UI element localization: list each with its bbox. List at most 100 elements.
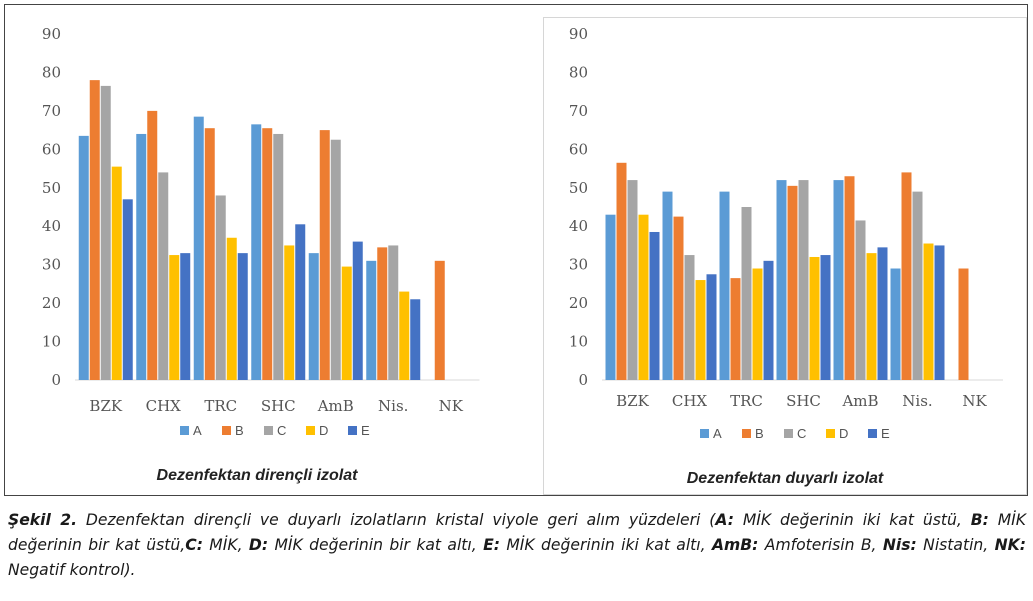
bar-c xyxy=(798,180,809,380)
caption-text: MİK değerinin iki kat altı, xyxy=(499,536,712,554)
y-tick-label: 70 xyxy=(42,102,61,120)
y-tick-label: 40 xyxy=(569,217,588,235)
bar-b xyxy=(730,278,741,380)
y-tick-label: 50 xyxy=(569,179,588,197)
y-tick-label: 0 xyxy=(578,371,588,389)
bar-d xyxy=(809,256,820,380)
caption-text: MİK, xyxy=(202,536,249,554)
bar-a xyxy=(776,180,787,380)
category-label: CHX xyxy=(672,392,708,410)
category-label: TRC xyxy=(730,392,763,410)
category-label: Nis. xyxy=(378,397,408,415)
y-tick-label: 60 xyxy=(42,140,61,158)
chart-panel-resistant: 0 10 20 30 40 50 60 70 80 90 BZK CHX TRC SHC AmB Nis. NK… xyxy=(17,11,497,491)
caption-text: Amfoterisin B, xyxy=(758,536,883,554)
bar-c xyxy=(100,85,111,381)
legend-swatch xyxy=(180,426,189,435)
caption-text: MİK değerinin iki kat üstü, xyxy=(733,511,971,529)
legend-swatch xyxy=(348,426,357,435)
legend-label: E xyxy=(881,426,890,441)
bar-e xyxy=(352,241,363,380)
category-label: SHC xyxy=(261,397,296,415)
bar-a xyxy=(136,133,147,380)
bar-c xyxy=(855,220,866,380)
y-tick-label: 50 xyxy=(42,179,61,197)
category-label: NK xyxy=(962,392,987,410)
category-label: BZK xyxy=(616,392,649,410)
bar-e xyxy=(295,224,306,380)
legend-swatch xyxy=(784,429,793,438)
bar-d xyxy=(866,253,877,380)
bar-e xyxy=(877,247,888,380)
bar-b xyxy=(787,185,798,380)
y-tick-label: 10 xyxy=(42,333,61,351)
bar-a xyxy=(366,260,377,380)
bar-c xyxy=(912,191,923,380)
legend-label: C xyxy=(797,426,806,441)
y-tick-label: 40 xyxy=(42,217,61,235)
legend-label: B xyxy=(755,426,764,441)
caption-figure-label: Şekil 2. xyxy=(8,511,77,529)
bar-d xyxy=(341,266,352,380)
caption-text: Dezenfektan dirençli ve duyarlı izolatla… xyxy=(77,511,716,529)
bar-a xyxy=(662,191,673,380)
caption-key: C: xyxy=(185,536,203,554)
legend-label: D xyxy=(839,426,848,441)
legend-swatch xyxy=(826,429,835,438)
bar-a xyxy=(78,135,89,380)
bar-e xyxy=(763,260,774,380)
bar-b xyxy=(147,110,158,380)
y-tick-label: 20 xyxy=(569,294,588,312)
y-tick-label: 80 xyxy=(569,63,588,81)
legend-label: C xyxy=(277,423,286,438)
bar-d xyxy=(638,214,649,380)
bar-e xyxy=(122,199,133,380)
bar-e xyxy=(934,245,945,380)
bar-c xyxy=(388,245,399,380)
bar-c xyxy=(330,139,341,380)
y-tick-label: 10 xyxy=(569,333,588,351)
chart-panel-sensitive: 0 10 20 30 40 50 60 70 80 90 BZK CHX TRC SHC AmB Nis. NK… xyxy=(543,17,1027,495)
bar-b xyxy=(958,268,969,380)
legend-label: B xyxy=(235,423,244,438)
category-label: TRC xyxy=(204,397,237,415)
y-tick-label: 30 xyxy=(42,256,61,274)
bar-d xyxy=(752,268,763,380)
legend-swatch xyxy=(264,426,273,435)
caption-key: AmB: xyxy=(711,536,759,554)
caption-key: A: xyxy=(715,511,734,529)
legend-label: D xyxy=(319,423,328,438)
category-label: CHX xyxy=(146,397,182,415)
chart-resistant: 0 10 20 30 40 50 60 70 80 90 BZK CHX TRC SHC AmB Nis. NK… xyxy=(42,25,480,438)
bar-a xyxy=(719,191,730,380)
bar-e xyxy=(180,253,191,380)
bar-d xyxy=(284,245,295,380)
bar-c xyxy=(215,195,226,380)
y-tick-label: 80 xyxy=(42,63,61,81)
bar-c xyxy=(273,133,284,380)
figure-caption: Şekil 2. Dezenfektan dirençli ve duyarlı… xyxy=(8,508,1026,583)
legend-label: A xyxy=(713,426,722,441)
y-tick-label: 90 xyxy=(42,25,61,43)
legend-swatch xyxy=(868,429,877,438)
bar-d xyxy=(169,255,180,380)
legend-swatch xyxy=(742,429,751,438)
bar-b xyxy=(901,172,912,380)
bar-c xyxy=(158,172,169,380)
bar-d xyxy=(399,291,410,380)
bar-b xyxy=(673,216,684,380)
bar-a xyxy=(193,116,204,381)
caption-text: Nistatin, xyxy=(916,536,995,554)
caption-text: MİK değerinin bir kat altı, xyxy=(268,536,484,554)
bar-c xyxy=(684,255,695,380)
bar-e xyxy=(237,253,248,380)
bar-b xyxy=(262,128,273,380)
chart-sensitive: 0 10 20 30 40 50 60 70 80 90 BZK CHX TRC SHC AmB Nis. NK… xyxy=(569,25,1003,441)
bar-a xyxy=(308,253,319,380)
category-label: AmB xyxy=(841,392,878,410)
bar-b xyxy=(204,128,215,380)
bar-a xyxy=(890,268,901,380)
bar-e xyxy=(649,231,660,380)
bar-b xyxy=(844,176,855,380)
caption-key: B: xyxy=(970,511,989,529)
